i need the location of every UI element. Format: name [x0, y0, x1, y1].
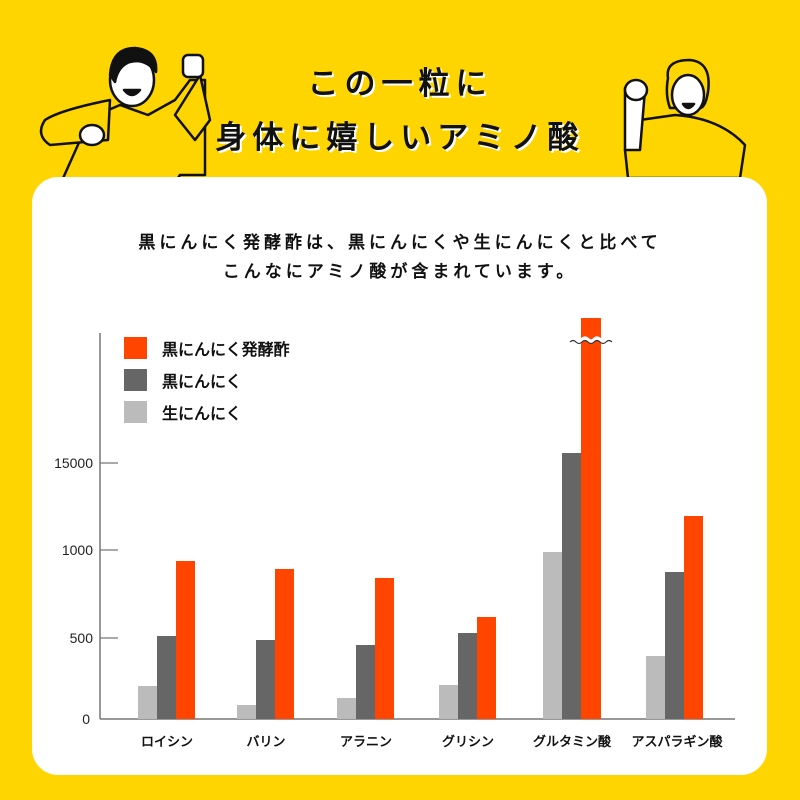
y-tick-label: 0	[82, 711, 90, 727]
bar-fermented	[275, 569, 294, 719]
legend-label: 黒にんにく発酵酢	[162, 340, 290, 359]
bar-raw	[543, 552, 562, 719]
bar-black	[458, 633, 477, 719]
bar-fermented	[477, 617, 496, 719]
x-tick-label: アラニン	[340, 735, 392, 750]
legend-swatch-raw	[124, 401, 147, 423]
bar-fermented	[684, 516, 703, 719]
legend-label: 黒にんにく	[162, 372, 242, 391]
y-ticks: 15000 1000 500 0	[54, 455, 118, 727]
subtitle-line1: 黒にんにく発酵酢は、黒にんにくや生にんにくと比べて	[138, 233, 662, 253]
page-title-line1: この一粒に	[307, 66, 493, 102]
legend: 黒にんにく発酵酢 黒にんにく 生にんにく	[124, 337, 290, 423]
bar-black	[356, 645, 375, 719]
bar-raw	[646, 656, 665, 719]
bar-fermented	[375, 578, 394, 719]
page-title-line2: 身体に嬉しいアミノ酸	[215, 120, 585, 156]
bar-raw	[439, 685, 458, 719]
legend-swatch-black	[124, 369, 147, 391]
x-labels: ロイシン バリン アラニン グリシン グルタミン酸 アスパラギン酸	[141, 734, 724, 750]
bar-black	[665, 572, 684, 719]
y-tick-label: 15000	[54, 455, 93, 471]
bar-fermented	[176, 561, 195, 719]
bar-black	[562, 453, 581, 719]
axis-break-icon	[568, 336, 614, 345]
y-tick-label: 500	[70, 630, 94, 646]
legend-swatch-fermented	[124, 337, 147, 359]
man-illustration	[39, 46, 212, 192]
y-tick-label: 1000	[62, 542, 93, 558]
bar-black	[157, 636, 176, 719]
x-tick-label: アスパラギン酸	[631, 734, 723, 750]
bar-black	[256, 640, 275, 719]
x-tick-label: バリン	[246, 735, 285, 750]
subtitle-line2: こんなにアミノ酸が含まれています。	[222, 262, 578, 282]
bar-raw	[237, 705, 256, 719]
legend-label: 生にんにく	[162, 404, 242, 423]
x-tick-label: グリシン	[442, 734, 494, 750]
bar-raw	[138, 686, 157, 719]
bars	[138, 318, 703, 719]
x-tick-label: グルタミン酸	[533, 734, 612, 750]
x-tick-label: ロイシン	[141, 735, 193, 750]
bar-fermented	[581, 318, 601, 719]
chart-card	[32, 177, 767, 775]
bar-raw	[337, 698, 356, 719]
